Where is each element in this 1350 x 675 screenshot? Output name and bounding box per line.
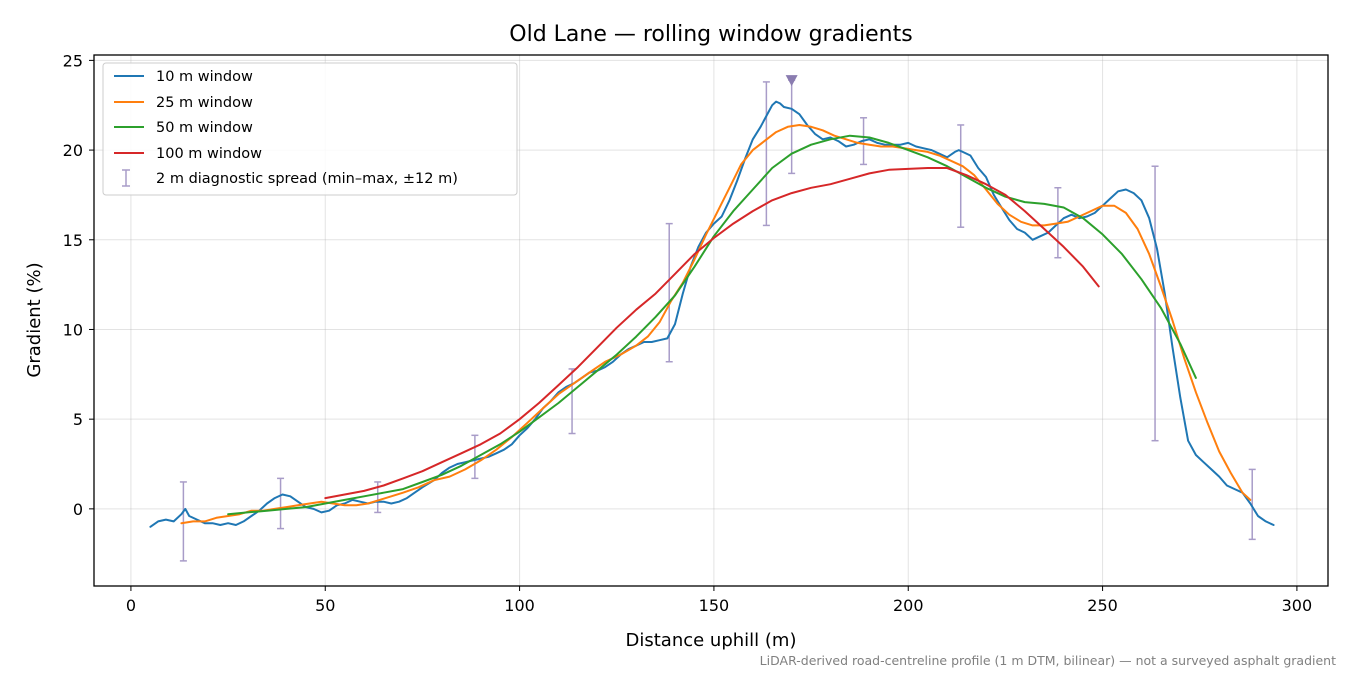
series-lines (149, 100, 1275, 528)
error-bar (277, 477, 285, 530)
x-axis-label: Distance uphill (m) (626, 630, 797, 651)
y-axis-label: Gradient (%) (24, 262, 45, 377)
y-tick-label: 15 (63, 231, 83, 250)
x-tick-label: 300 (1282, 596, 1313, 615)
legend-label-25m: 25 m window (156, 95, 253, 111)
error-bar (568, 368, 576, 435)
legend-box (102, 62, 518, 196)
y-tick-label: 20 (63, 141, 83, 160)
error-bar (665, 222, 673, 363)
peak-marker-group (785, 75, 798, 87)
legend-swatch-errorbar (122, 169, 130, 187)
error-bars (179, 79, 1256, 562)
error-bar (762, 81, 770, 227)
x-tick-label: 0 (126, 596, 136, 615)
legend: 10 m window 25 m window 50 m window 100 … (102, 62, 518, 196)
peak-marker (785, 75, 798, 87)
x-tick-label: 200 (893, 596, 924, 615)
y-tick-label: 5 (73, 410, 83, 429)
legend-label-10m: 10 m window (156, 69, 253, 85)
chart-title: Old Lane — rolling window gradients (509, 22, 912, 47)
y-tick-label: 0 (73, 500, 83, 519)
y-axis-ticks: 0 5 10 15 20 25 (63, 51, 94, 519)
legend-label-50m: 50 m window (156, 120, 253, 136)
plot-frame (93, 54, 1329, 587)
x-tick-label: 100 (504, 596, 535, 615)
error-bar (1248, 468, 1256, 541)
error-bar (471, 434, 479, 480)
series-line-1 (180, 124, 1252, 525)
legend-label-errorbar: 2 m diagnostic spread (min–max, ±12 m) (156, 171, 458, 187)
error-bar (957, 124, 965, 228)
x-tick-label: 50 (315, 596, 335, 615)
error-bar (179, 481, 187, 562)
y-tick-label: 10 (63, 320, 83, 339)
error-bar (1151, 165, 1159, 442)
x-tick-label: 150 (699, 596, 730, 615)
series-line-2 (227, 134, 1197, 516)
legend-label-100m: 100 m window (156, 146, 262, 162)
x-tick-label: 250 (1087, 596, 1118, 615)
series-line-3 (324, 167, 1100, 500)
x-axis-ticks: 0 50 100 150 200 250 300 (126, 586, 1312, 615)
footnote: LiDAR-derived road-centreline profile (1… (760, 653, 1336, 668)
y-tick-label: 25 (63, 51, 83, 70)
